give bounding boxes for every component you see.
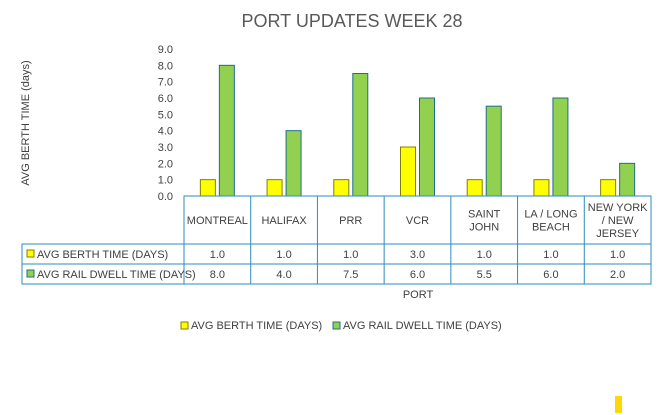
chart-title: PORT UPDATES WEEK 28 bbox=[241, 11, 462, 31]
bar-rail-dwell bbox=[619, 162, 636, 197]
y-axis-ticks: 0.0 1.0 2.0 3.0 4.0 5.0 6.0 7.0 8.0 9.0 bbox=[158, 44, 173, 203]
bar-berth bbox=[333, 179, 350, 197]
y-tick-label: 5.0 bbox=[158, 109, 173, 121]
bar-rail-dwell bbox=[552, 97, 569, 197]
y-tick-label: 6.0 bbox=[158, 93, 173, 105]
table-value: 1.0 bbox=[276, 249, 291, 261]
bar-rail-dwell bbox=[352, 73, 369, 197]
legend-label: AVG BERTH TIME (DAYS) bbox=[191, 320, 322, 332]
bar-berth bbox=[533, 179, 550, 197]
category-label: MONTREAL bbox=[187, 215, 248, 227]
bar-rail-dwell bbox=[285, 130, 302, 197]
series-key-swatch bbox=[26, 249, 35, 258]
series-row-label: AVG BERTH TIME (DAYS) bbox=[37, 249, 168, 261]
category-label-line: BEACH bbox=[532, 222, 570, 234]
legend: AVG BERTH TIME (DAYS) AVG RAIL DWELL TIME… bbox=[180, 320, 502, 332]
bar-berth bbox=[400, 146, 416, 197]
bar-rail-dwell bbox=[485, 105, 502, 197]
category-label-line: VCR bbox=[406, 215, 429, 227]
y-tick-label: 3.0 bbox=[158, 142, 173, 154]
legend-label: AVG RAIL DWELL TIME (DAYS) bbox=[343, 320, 502, 332]
bar-berth bbox=[600, 179, 617, 197]
bar-berth bbox=[266, 179, 283, 197]
bar-berth bbox=[466, 179, 483, 197]
y-axis-title: AVG BERTH TIME (days) bbox=[20, 60, 32, 185]
y-tick-label: 1.0 bbox=[158, 175, 173, 187]
category-label-line: JOHN bbox=[469, 222, 499, 234]
table-value: 8.0 bbox=[210, 269, 225, 281]
table-value: 3.0 bbox=[410, 249, 425, 261]
legend-swatch bbox=[332, 321, 341, 330]
category-label: VCR bbox=[406, 215, 429, 227]
category-label: SAINT JOHN bbox=[468, 209, 501, 234]
category-label: NEW YORK / NEW JERSEY bbox=[588, 202, 648, 240]
category-label: HALIFAX bbox=[261, 215, 307, 227]
y-tick-label: 8.0 bbox=[158, 60, 173, 72]
bar-rail-dwell bbox=[218, 64, 235, 197]
category-label-line: NEW YORK bbox=[588, 202, 648, 214]
y-tick-label: 2.0 bbox=[158, 158, 173, 170]
category-label: LA / LONG BEACH bbox=[524, 209, 577, 234]
table-value: 1.0 bbox=[343, 249, 358, 261]
table-value: 6.0 bbox=[543, 269, 558, 281]
series-key-swatch bbox=[26, 269, 35, 278]
category-label-line: PRR bbox=[339, 215, 362, 227]
table-value: 1.0 bbox=[477, 249, 492, 261]
x-axis-title: PORT bbox=[403, 289, 434, 301]
legend-swatch bbox=[180, 321, 189, 330]
table-value: 4.0 bbox=[276, 269, 291, 281]
table-value: 1.0 bbox=[610, 249, 625, 261]
data-table: MONTREAL HALIFAX PRR VCR SAINT JOHN LA / LONG B… bbox=[21, 195, 652, 285]
table-value: 7.5 bbox=[343, 269, 358, 281]
bar-rail-dwell bbox=[419, 97, 435, 197]
y-tick-label: 9.0 bbox=[158, 44, 173, 56]
category-label-line: MONTREAL bbox=[187, 215, 248, 227]
category-label-line: HALIFAX bbox=[261, 215, 307, 227]
table-value: 5.5 bbox=[477, 269, 492, 281]
category-label-line: JERSEY bbox=[596, 228, 639, 240]
category-label-line: / NEW bbox=[602, 215, 634, 227]
bars bbox=[199, 64, 636, 197]
y-tick-label: 0.0 bbox=[158, 191, 173, 203]
category-label: PRR bbox=[339, 215, 362, 227]
table-value: 6.0 bbox=[410, 269, 425, 281]
selection-marker bbox=[615, 396, 622, 413]
table-value: 1.0 bbox=[543, 249, 558, 261]
y-tick-label: 4.0 bbox=[158, 126, 173, 138]
category-label-line: SAINT bbox=[468, 209, 501, 221]
table-value: 2.0 bbox=[610, 269, 625, 281]
y-tick-label: 7.0 bbox=[158, 77, 173, 89]
series-row-label: AVG RAIL DWELL TIME (DAYS) bbox=[37, 269, 196, 281]
category-label-line: LA / LONG bbox=[524, 209, 577, 221]
bar-berth bbox=[199, 179, 216, 197]
table-value: 1.0 bbox=[210, 249, 225, 261]
